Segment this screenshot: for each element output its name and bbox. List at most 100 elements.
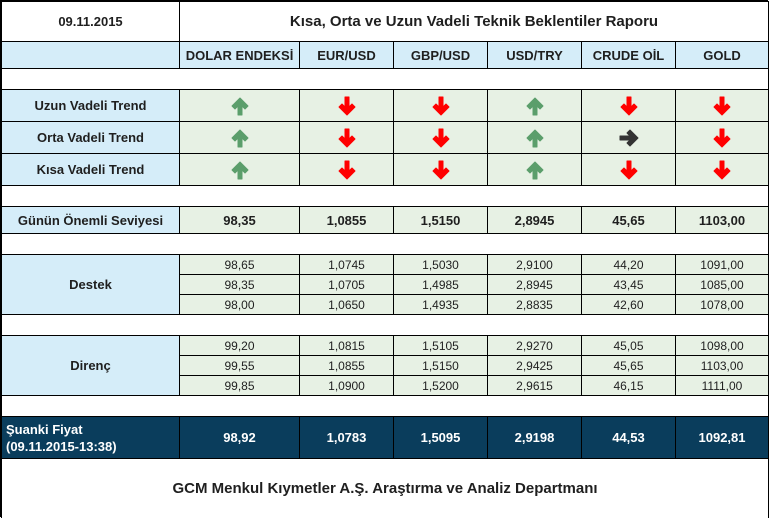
arrow-down-icon (430, 95, 452, 117)
resistance-value: 1,5105 (393, 335, 488, 356)
column-header: CRUDE OİL (581, 41, 676, 69)
current-price-value: 44,53 (581, 416, 676, 459)
resistance-value: 99,20 (179, 335, 300, 356)
spacer-row (1, 395, 769, 417)
trend-cell (581, 153, 676, 186)
support-value: 1085,00 (675, 274, 769, 295)
column-header: EUR/USD (299, 41, 394, 69)
report-date: 09.11.2015 (1, 1, 180, 42)
arrow-up-icon (524, 127, 546, 149)
arrow-up-icon (229, 127, 251, 149)
resistance-value: 1,5150 (393, 355, 488, 376)
key-level-label: Günün Önemli Seviyesi (1, 206, 180, 234)
spacer-row (1, 68, 769, 90)
trend-cell (179, 121, 300, 154)
trend-row-short: Kısa Vadeli Trend (1, 153, 769, 186)
current-price-value: 1,5095 (393, 416, 488, 459)
trend-cell (299, 153, 394, 186)
trend-cell (299, 121, 394, 154)
key-level-value: 1,5150 (393, 206, 488, 234)
trend-cell (393, 153, 488, 186)
current-price-label-line1: Şuanki Fiyat (6, 421, 83, 437)
resistance-value: 2,9270 (487, 335, 582, 356)
support-value: 1078,00 (675, 294, 769, 315)
key-level-value: 45,65 (581, 206, 676, 234)
support-value: 2,8945 (487, 274, 582, 295)
support-label: Destek (1, 254, 180, 315)
resistance-value: 1103,00 (675, 355, 769, 376)
trend-row-medium: Orta Vadeli Trend (1, 121, 769, 154)
resistance-value: 99,85 (179, 375, 300, 396)
spacer-row (1, 185, 769, 207)
support-value: 2,8835 (487, 294, 582, 315)
current-price-row: Şuanki Fiyat (09.11.2015-13:38) 98,92 1,… (1, 416, 769, 459)
arrow-down-icon (618, 95, 640, 117)
current-price-value: 1,0783 (299, 416, 394, 459)
resistance-value: 1,5200 (393, 375, 488, 396)
arrow-down-icon (618, 159, 640, 181)
current-price-label: Şuanki Fiyat (09.11.2015-13:38) (1, 416, 180, 459)
support-value: 1,5030 (393, 254, 488, 275)
resistance-value: 2,9425 (487, 355, 582, 376)
arrow-down-icon (336, 127, 358, 149)
trend-cell (487, 89, 582, 122)
key-level-value: 1103,00 (675, 206, 769, 234)
resistance-row: Direnç 99,20 1,0815 1,5105 2,9270 45,05 … (1, 335, 769, 396)
resistance-value: 1,0815 (299, 335, 394, 356)
key-level-value: 1,0855 (299, 206, 394, 234)
arrow-down-icon (711, 95, 733, 117)
resistance-label: Direnç (1, 335, 180, 396)
trend-cell (581, 121, 676, 154)
support-value: 1,4935 (393, 294, 488, 315)
trend-cell (299, 89, 394, 122)
resistance-value: 1,0900 (299, 375, 394, 396)
arrow-down-icon (430, 127, 452, 149)
column-header: GOLD (675, 41, 769, 69)
arrow-right-icon (618, 127, 640, 149)
support-value: 1,0745 (299, 254, 394, 275)
resistance-value: 45,65 (581, 355, 676, 376)
support-value: 2,9100 (487, 254, 582, 275)
resistance-row: 99,85 1,0900 1,5200 2,9615 46,15 1111,00 (2, 375, 769, 396)
spacer-row (1, 233, 769, 255)
support-value: 42,60 (581, 294, 676, 315)
support-row: Destek 98,65 1,0745 1,5030 2,9100 44,20 … (1, 254, 769, 315)
resistance-value: 1,0855 (299, 355, 394, 376)
resistance-value: 99,55 (179, 355, 300, 376)
support-value: 98,35 (179, 274, 300, 295)
resistance-row: 99,55 1,0855 1,5150 2,9425 45,65 1103,00 (2, 355, 769, 376)
resistance-value: 45,05 (581, 335, 676, 356)
resistance-value: 2,9615 (487, 375, 582, 396)
support-value: 44,20 (581, 254, 676, 275)
header-empty (1, 41, 180, 69)
arrow-up-icon (524, 159, 546, 181)
key-level-value: 98,35 (179, 206, 300, 234)
arrow-up-icon (524, 95, 546, 117)
trend-cell (179, 153, 300, 186)
support-value: 1,0705 (299, 274, 394, 295)
trend-cell (487, 153, 582, 186)
arrow-down-icon (711, 159, 733, 181)
trend-row-long: Uzun Vadeli Trend (1, 89, 769, 122)
column-header-row: DOLAR ENDEKSİ EUR/USD GBP/USD USD/TRY CR… (1, 41, 769, 69)
column-header: DOLAR ENDEKSİ (179, 41, 300, 69)
resistance-value: 1098,00 (675, 335, 769, 356)
arrow-down-icon (336, 95, 358, 117)
footer-row: GCM Menkul Kıymetler A.Ş. Araştırma ve A… (1, 458, 769, 518)
trend-label: Orta Vadeli Trend (1, 121, 180, 154)
trend-cell (675, 89, 769, 122)
current-price-value: 2,9198 (487, 416, 582, 459)
report-title: Kısa, Orta ve Uzun Vadeli Teknik Beklent… (179, 1, 769, 42)
arrow-down-icon (430, 159, 452, 181)
arrow-down-icon (336, 159, 358, 181)
spacer-row (1, 314, 769, 336)
trend-label: Uzun Vadeli Trend (1, 89, 180, 122)
key-level-row: Günün Önemli Seviyesi 98,35 1,0855 1,515… (1, 206, 769, 234)
current-price-value: 98,92 (179, 416, 300, 459)
trend-cell (179, 89, 300, 122)
support-value: 98,65 (179, 254, 300, 275)
footer-text: GCM Menkul Kıymetler A.Ş. Araştırma ve A… (1, 458, 769, 518)
resistance-value: 1111,00 (675, 375, 769, 396)
